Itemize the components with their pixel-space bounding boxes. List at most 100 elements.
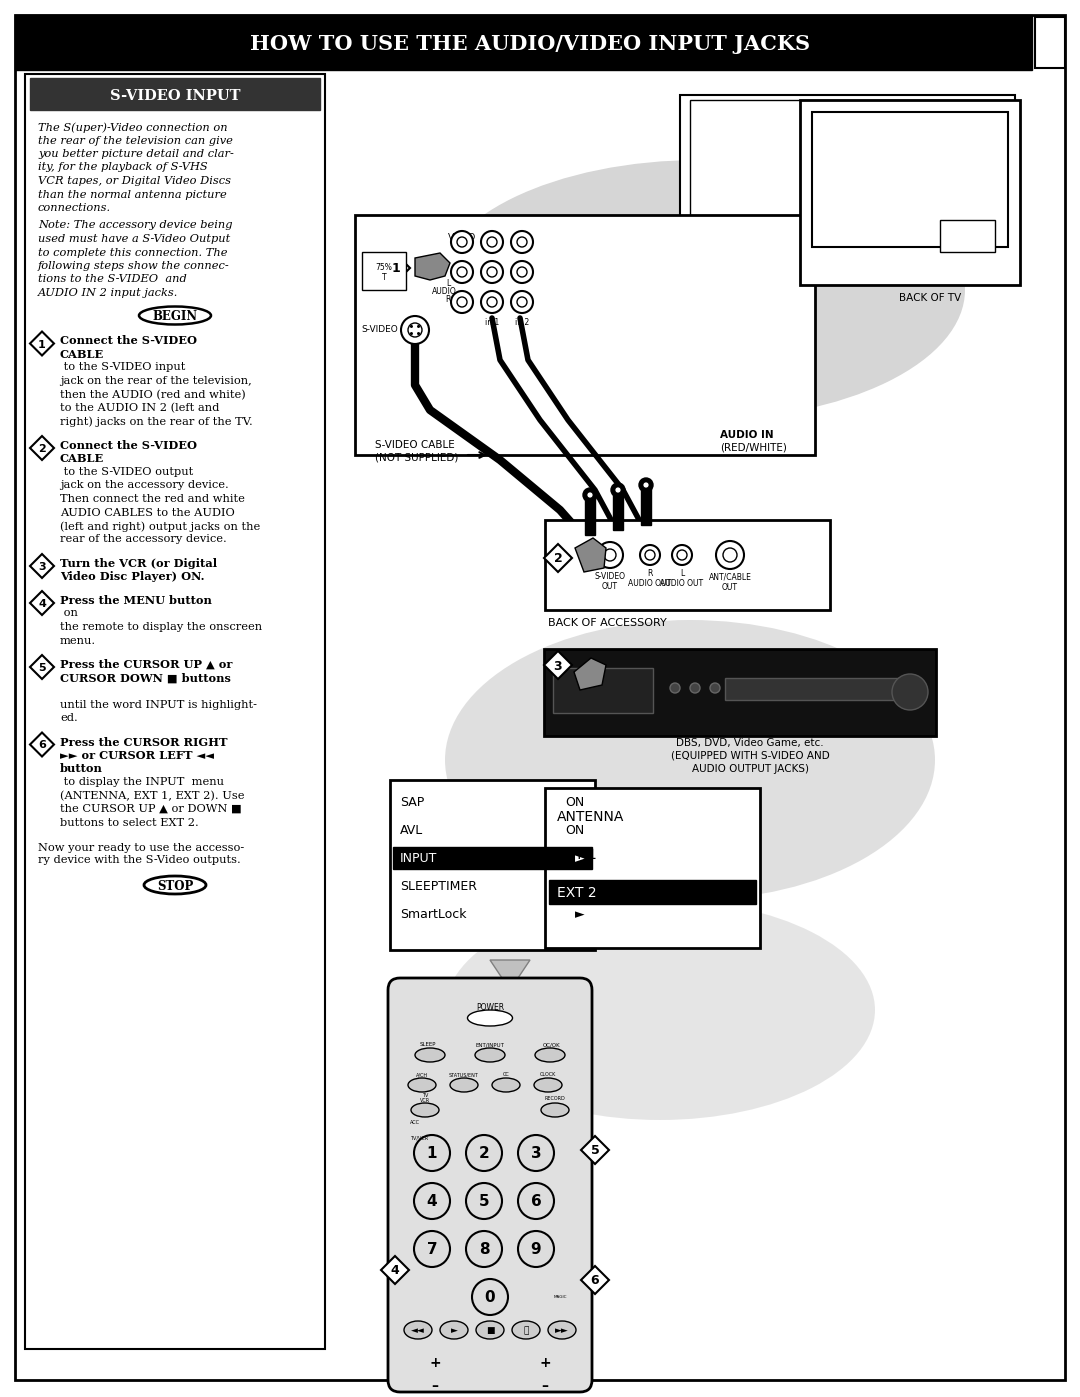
Text: S-VIDEO INPUT: S-VIDEO INPUT	[110, 89, 240, 103]
Text: to the S-VIDEO input: to the S-VIDEO input	[60, 362, 186, 373]
Polygon shape	[381, 1256, 409, 1284]
Text: SmartLock: SmartLock	[400, 908, 467, 922]
Text: Connect the S-VIDEO: Connect the S-VIDEO	[60, 440, 197, 451]
Polygon shape	[544, 651, 572, 679]
Ellipse shape	[440, 1322, 468, 1338]
Circle shape	[451, 261, 473, 284]
Ellipse shape	[476, 1322, 504, 1338]
Text: BACK OF TV: BACK OF TV	[899, 293, 961, 303]
Circle shape	[465, 1183, 502, 1220]
Text: 6: 6	[591, 1274, 599, 1288]
Text: Video Disc Player) ON.: Video Disc Player) ON.	[60, 571, 204, 583]
Circle shape	[643, 482, 649, 488]
Text: ■: ■	[486, 1327, 495, 1336]
Ellipse shape	[535, 1048, 565, 1062]
Text: 1: 1	[38, 339, 45, 349]
Circle shape	[408, 323, 422, 337]
Text: the CURSOR UP ▲ or DOWN ■: the CURSOR UP ▲ or DOWN ■	[60, 805, 242, 814]
Text: CABLE: CABLE	[60, 349, 105, 360]
FancyBboxPatch shape	[545, 520, 831, 610]
Ellipse shape	[404, 1322, 432, 1338]
Text: (left and right) output jacks on the: (left and right) output jacks on the	[60, 521, 260, 532]
Text: ◄◄: ◄◄	[411, 1327, 424, 1336]
Circle shape	[511, 291, 534, 313]
Text: menu.: menu.	[60, 636, 96, 645]
Text: ⏸: ⏸	[524, 1327, 529, 1336]
Text: ►► or CURSOR LEFT ◄◄: ►► or CURSOR LEFT ◄◄	[60, 750, 214, 761]
Text: CURSOR DOWN ■ buttons: CURSOR DOWN ■ buttons	[60, 672, 231, 683]
Circle shape	[892, 673, 928, 710]
Text: STOP: STOP	[157, 880, 193, 893]
Circle shape	[517, 267, 527, 277]
Polygon shape	[575, 538, 606, 571]
Circle shape	[414, 1231, 450, 1267]
Circle shape	[472, 1280, 508, 1315]
Text: to display the INPUT  menu: to display the INPUT menu	[60, 777, 224, 787]
FancyBboxPatch shape	[812, 112, 1008, 247]
Text: R
AUDIO OUT: R AUDIO OUT	[629, 569, 672, 588]
Circle shape	[645, 550, 654, 560]
Text: ity, for the playback of S-VHS: ity, for the playback of S-VHS	[38, 162, 207, 172]
FancyBboxPatch shape	[362, 251, 406, 291]
Polygon shape	[581, 1266, 609, 1294]
Circle shape	[518, 1183, 554, 1220]
Text: EXT 1: EXT 1	[557, 848, 597, 862]
Polygon shape	[573, 658, 606, 690]
Circle shape	[588, 492, 593, 497]
Text: SLEEP: SLEEP	[420, 1042, 436, 1048]
Circle shape	[677, 550, 687, 560]
Text: 5: 5	[38, 664, 45, 673]
Circle shape	[410, 332, 413, 335]
Text: the remote to display the onscreen: the remote to display the onscreen	[60, 622, 262, 631]
FancyBboxPatch shape	[553, 668, 653, 712]
Circle shape	[457, 267, 467, 277]
Circle shape	[410, 326, 413, 328]
Text: 1: 1	[427, 1147, 437, 1161]
FancyBboxPatch shape	[800, 101, 1020, 285]
Text: STATUS/ENT: STATUS/ENT	[449, 1073, 478, 1077]
Text: S-VIDEO CABLE: S-VIDEO CABLE	[375, 440, 455, 450]
Text: OFF: OFF	[561, 880, 585, 894]
Circle shape	[670, 683, 680, 693]
Text: ON: ON	[566, 796, 585, 809]
Polygon shape	[490, 960, 530, 990]
Text: (NOT SUPPLIED): (NOT SUPPLIED)	[375, 453, 458, 462]
Text: Turn the VCR (or Digital: Turn the VCR (or Digital	[60, 557, 217, 569]
FancyBboxPatch shape	[30, 78, 320, 110]
Circle shape	[690, 683, 700, 693]
Text: R: R	[445, 296, 450, 305]
Text: ►: ►	[450, 1327, 458, 1336]
Text: L: L	[446, 279, 450, 289]
Text: SLEEPTIMER: SLEEPTIMER	[400, 880, 477, 894]
Circle shape	[611, 483, 625, 497]
Ellipse shape	[450, 1078, 478, 1092]
Text: AUDIO CABLES to the AUDIO: AUDIO CABLES to the AUDIO	[60, 507, 234, 517]
Text: T: T	[381, 274, 387, 282]
Text: (EQUIPPED WITH S-VIDEO AND: (EQUIPPED WITH S-VIDEO AND	[671, 752, 829, 761]
Ellipse shape	[445, 900, 875, 1120]
Text: jack on the rear of the television,: jack on the rear of the television,	[60, 376, 252, 386]
Circle shape	[604, 549, 616, 562]
FancyBboxPatch shape	[393, 847, 592, 869]
Text: ANTENNA: ANTENNA	[557, 810, 624, 824]
Circle shape	[457, 298, 467, 307]
Text: 0: 0	[485, 1291, 496, 1306]
Text: –: –	[541, 1379, 549, 1393]
Circle shape	[465, 1231, 502, 1267]
Text: ON: ON	[566, 824, 585, 837]
Text: AUDIO OUTPUT JACKS): AUDIO OUTPUT JACKS)	[691, 764, 809, 774]
FancyBboxPatch shape	[549, 880, 756, 904]
Text: L
AUDIO OUT: L AUDIO OUT	[661, 569, 703, 588]
Ellipse shape	[139, 306, 211, 324]
Circle shape	[487, 237, 497, 247]
FancyBboxPatch shape	[642, 485, 651, 525]
Ellipse shape	[411, 1104, 438, 1118]
FancyBboxPatch shape	[725, 678, 910, 700]
Ellipse shape	[534, 1078, 562, 1092]
Text: 2: 2	[478, 1147, 489, 1161]
Text: 1: 1	[392, 263, 401, 275]
Text: then the AUDIO (red and white): then the AUDIO (red and white)	[60, 390, 246, 400]
Ellipse shape	[548, 1322, 576, 1338]
Text: ed.: ed.	[60, 712, 78, 724]
Circle shape	[583, 488, 597, 502]
